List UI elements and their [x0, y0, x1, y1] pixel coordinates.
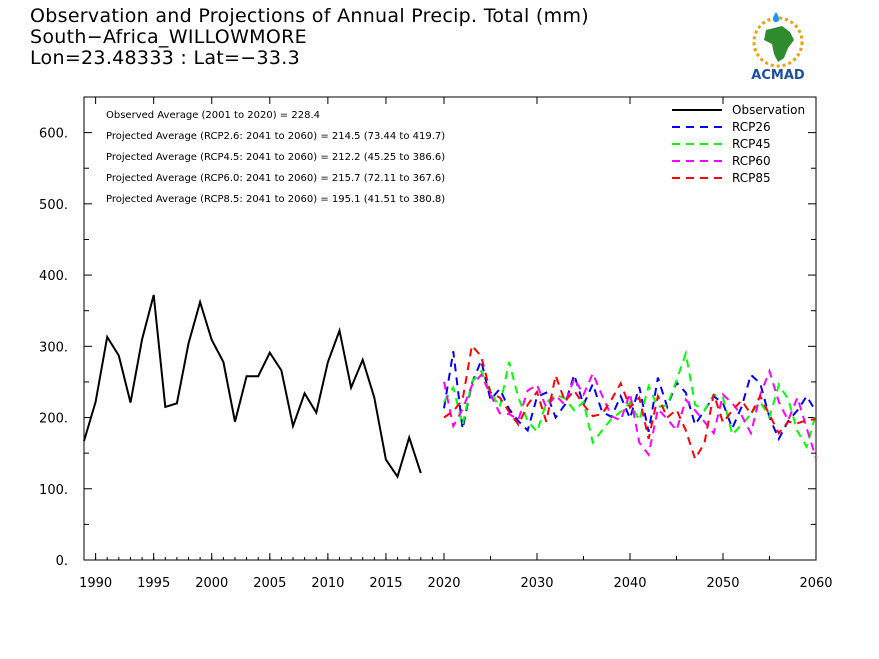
- africa-map-logo: [752, 12, 804, 68]
- x-tick-label: 2010: [311, 576, 344, 591]
- average-annotation: Projected Average (RCP6.0: 2041 to 2060)…: [106, 173, 445, 184]
- x-tick-label: 2015: [369, 576, 402, 591]
- y-tick-label: 500.: [39, 198, 68, 213]
- series-line-rcp26: [443, 351, 817, 442]
- x-tick-label: 2060: [799, 576, 832, 591]
- x-axis-ticks: 1990 1995 2000 2005 2010 2015 2020 2030 2040 2050…: [79, 97, 833, 591]
- x-tick-label: 2000: [195, 576, 228, 591]
- y-axis-ticks: 0. 100. 200. 300. 400. 500. 600.: [39, 127, 816, 569]
- plot-frame: [83, 96, 817, 561]
- station-name: South−Africa_WILLOWMORE: [30, 26, 307, 48]
- series-line-observation: [83, 294, 422, 480]
- average-annotation: Projected Average (RCP8.5: 2041 to 2060)…: [106, 194, 445, 205]
- average-annotation: Observed Average (2001 to 2020) = 228.4: [106, 110, 320, 121]
- station-coordinates: Lon=23.48333 : Lat=−33.3: [30, 47, 300, 69]
- legend-label-rcp45: RCP45: [732, 137, 771, 151]
- average-annotations: Observed Average (2001 to 2020) = 228.4 P…: [106, 110, 445, 205]
- average-annotation: Projected Average (RCP2.6: 2041 to 2060)…: [106, 131, 445, 142]
- y-tick-label: 300.: [39, 340, 68, 355]
- series-line-rcp85: [443, 343, 817, 462]
- y-tick-label: 600.: [39, 127, 68, 142]
- y-tick-label: 200.: [39, 412, 68, 427]
- legend: Observation RCP26 RCP45 RCP60 RCP85: [672, 103, 805, 185]
- acmad-logo: ACMAD: [751, 12, 805, 83]
- series-line-rcp45: [443, 349, 817, 450]
- chart-title-block: Observation and Projections of Annual Pr…: [30, 6, 589, 69]
- legend-label-rcp26: RCP26: [732, 120, 771, 134]
- x-tick-label: 2040: [613, 576, 646, 591]
- y-tick-label: 400.: [39, 269, 68, 284]
- x-tick-label: 1990: [79, 576, 112, 591]
- logo-text: ACMAD: [751, 68, 805, 83]
- series-line-rcp60: [443, 368, 817, 459]
- y-tick-label: 0.: [56, 554, 68, 569]
- series-lines: [83, 294, 817, 480]
- average-annotation: Projected Average (RCP4.5: 2041 to 2060)…: [106, 152, 445, 163]
- x-tick-label: 2020: [427, 576, 460, 591]
- x-tick-label: 2050: [706, 576, 739, 591]
- legend-label-rcp85: RCP85: [732, 171, 771, 185]
- axes: [83, 96, 817, 561]
- x-tick-label: 1995: [137, 576, 170, 591]
- chart-title: Observation and Projections of Annual Pr…: [30, 5, 589, 27]
- y-tick-label: 100.: [39, 483, 68, 498]
- legend-label-observation: Observation: [732, 103, 805, 117]
- x-tick-label: 2030: [520, 576, 553, 591]
- legend-label-rcp60: RCP60: [732, 154, 771, 168]
- x-tick-label: 2005: [253, 576, 286, 591]
